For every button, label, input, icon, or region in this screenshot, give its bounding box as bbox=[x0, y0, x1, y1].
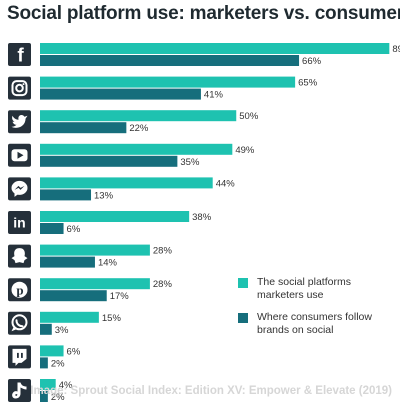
youtube-icon bbox=[8, 143, 31, 167]
bar-consumers-twitter bbox=[40, 122, 127, 134]
svg-text:f: f bbox=[17, 46, 24, 67]
value-label-consumers-linkedin: 6% bbox=[67, 224, 81, 235]
bar-marketers-tiktok bbox=[40, 379, 56, 390]
instagram-icon bbox=[8, 76, 31, 100]
value-label-marketers-snapchat: 28% bbox=[153, 246, 173, 257]
value-label-consumers-instagram: 41% bbox=[204, 90, 224, 101]
bar-marketers-pinterest bbox=[40, 278, 150, 290]
value-label-marketers-instagram: 65% bbox=[298, 78, 318, 89]
value-label-marketers-linkedin: 38% bbox=[192, 212, 212, 223]
value-label-marketers-tiktok: 4% bbox=[59, 380, 73, 391]
value-label-marketers-whatsapp: 15% bbox=[102, 313, 122, 324]
linkedin-icon: in bbox=[8, 211, 31, 234]
value-label-marketers-twitch: 6% bbox=[67, 346, 81, 357]
legend-swatch-marketers bbox=[238, 278, 248, 288]
svg-text:p: p bbox=[16, 283, 23, 298]
value-label-marketers-pinterest: 28% bbox=[153, 279, 173, 290]
legend-item-consumers: Where consumers follow brands on social bbox=[238, 311, 388, 337]
bar-consumers-messenger bbox=[40, 189, 92, 201]
value-label-consumers-twitch: 2% bbox=[51, 358, 65, 369]
value-label-marketers-youtube: 49% bbox=[235, 145, 255, 156]
bar-consumers-linkedin bbox=[40, 223, 64, 234]
snapchat-icon bbox=[8, 244, 31, 268]
legend-swatch-consumers bbox=[238, 313, 248, 323]
facebook-icon: f bbox=[8, 43, 31, 67]
bar-marketers-instagram bbox=[40, 76, 296, 88]
value-label-consumers-whatsapp: 3% bbox=[55, 325, 69, 336]
value-label-consumers-tiktok: 2% bbox=[51, 392, 65, 403]
legend: The social platforms marketers use Where… bbox=[238, 276, 388, 346]
bar-marketers-whatsapp bbox=[40, 311, 99, 323]
value-label-consumers-facebook: 66% bbox=[302, 56, 322, 67]
twitter-icon bbox=[8, 110, 31, 134]
legend-label-marketers: The social platforms marketers use bbox=[257, 276, 351, 301]
bar-marketers-twitch bbox=[40, 345, 64, 357]
tiktok-icon bbox=[8, 379, 31, 402]
value-label-consumers-snapchat: 14% bbox=[98, 258, 118, 269]
bar-marketers-facebook bbox=[40, 43, 390, 54]
twitch-icon bbox=[8, 345, 31, 369]
bar-marketers-twitter bbox=[40, 110, 237, 122]
value-label-marketers-facebook: 89% bbox=[392, 44, 400, 55]
value-label-consumers-pinterest: 17% bbox=[110, 291, 130, 302]
bar-consumers-whatsapp bbox=[40, 323, 52, 335]
value-label-marketers-twitter: 50% bbox=[239, 111, 259, 122]
legend-item-marketers: The social platforms marketers use bbox=[238, 276, 388, 302]
bar-consumers-snapchat bbox=[40, 256, 95, 268]
value-label-consumers-messenger: 13% bbox=[94, 190, 114, 201]
source-caption: Image: Sprout Social Index: Edition XV: … bbox=[30, 385, 392, 397]
bar-consumers-twitch bbox=[40, 357, 48, 369]
bar-marketers-youtube bbox=[40, 143, 233, 155]
bar-marketers-snapchat bbox=[40, 244, 150, 256]
value-label-consumers-youtube: 35% bbox=[180, 157, 200, 168]
chart-title: Social platform use: marketers vs. consu… bbox=[7, 3, 400, 24]
bar-consumers-instagram bbox=[40, 88, 201, 100]
value-label-marketers-messenger: 44% bbox=[216, 178, 236, 189]
pinterest-icon: p bbox=[8, 278, 31, 302]
bar-consumers-pinterest bbox=[40, 290, 107, 302]
legend-label-consumers: Where consumers follow brands on social bbox=[257, 311, 372, 336]
bar-consumers-youtube bbox=[40, 155, 178, 167]
whatsapp-icon bbox=[8, 311, 31, 335]
value-label-consumers-twitter: 22% bbox=[129, 123, 149, 134]
messenger-icon bbox=[8, 177, 31, 201]
bar-marketers-messenger bbox=[40, 177, 213, 189]
bar-marketers-linkedin bbox=[40, 211, 190, 222]
bar-consumers-facebook bbox=[40, 55, 300, 66]
svg-text:in: in bbox=[13, 215, 25, 231]
bar-consumers-tiktok bbox=[40, 391, 48, 402]
